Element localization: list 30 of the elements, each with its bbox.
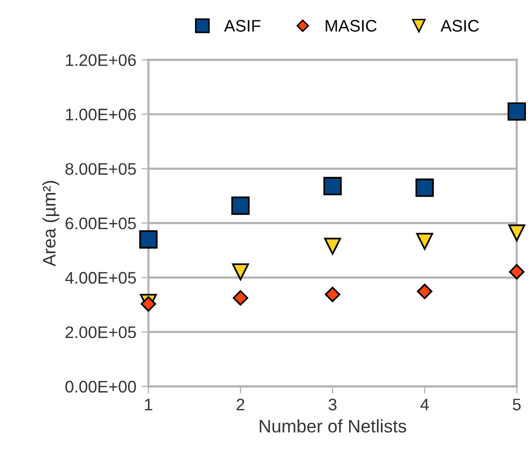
point (139, 230, 158, 249)
legend-label: MASIC (326, 20, 377, 32)
point (415, 178, 434, 197)
point (232, 290, 248, 306)
point (324, 286, 340, 302)
point (232, 263, 249, 280)
x-tick-label: 5 (512, 398, 521, 410)
y-tick-label: 0.00E+00 (65, 380, 136, 393)
x-axis-title: Number of Netlists (260, 419, 406, 433)
x-tick-label: 3 (328, 398, 336, 410)
point (416, 232, 434, 250)
legend-label: ASIC (440, 20, 479, 32)
y-tick-label: 2.00E+05 (66, 326, 136, 338)
y-tick-label: 1.20E+06 (66, 54, 136, 66)
point (231, 196, 250, 215)
y-axis-title: Area (µm²) (42, 180, 60, 266)
point (509, 264, 524, 280)
point (508, 102, 526, 121)
x-tick-label: 4 (420, 398, 429, 410)
point (324, 238, 342, 255)
y-tick-label: 1.00E+06 (66, 108, 136, 120)
point (323, 176, 342, 196)
y-tick-label: 4.00E+05 (65, 272, 136, 284)
x-tick-label: 2 (236, 398, 244, 410)
point (416, 284, 432, 300)
point (508, 224, 526, 242)
legend-label: ASIF (224, 20, 260, 32)
y-tick-label: 8.00E+05 (65, 163, 136, 175)
x-tick-label: 1 (145, 398, 152, 410)
y-tick-label: 6.00E+05 (66, 218, 136, 230)
